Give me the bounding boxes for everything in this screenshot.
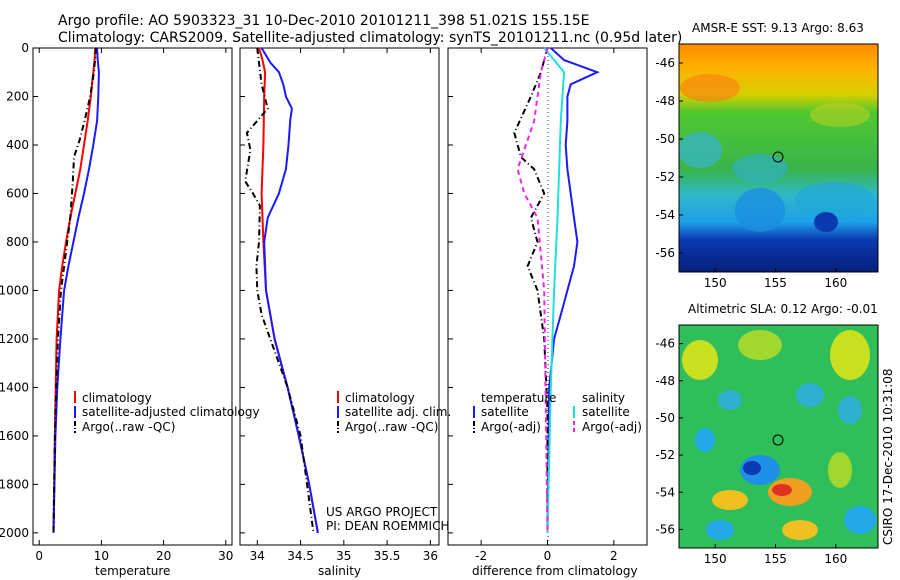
map-y-tick-label: -48	[655, 94, 675, 108]
difference-x-axis: -2 0 2	[475, 48, 618, 563]
map-x-tick-label: 155	[764, 276, 787, 290]
y-tick-label: 2000	[0, 526, 29, 540]
figure-title-line2: Climatology: CARS2009. Satellite-adjuste…	[58, 30, 682, 46]
legend-label-diff-temp-argo: Argo(-adj)	[481, 420, 541, 434]
salinity-x-label: salinity	[318, 564, 361, 578]
sst-map-frame	[678, 43, 879, 273]
legend-label-sal-satellite: satellite adj. clim.	[345, 405, 451, 419]
map-x-tick-label: 155	[764, 552, 787, 566]
series-line-temperature-satellite	[546, 47, 600, 533]
map-y-tick-label: -54	[655, 208, 675, 222]
x-tick-label: 34	[250, 549, 265, 563]
series-line-temperature-argo-adj-	[513, 47, 549, 533]
legend-label-satellite-adjusted: satellite-adjusted climatology	[82, 405, 260, 419]
depth-axis: 0 200 400 600 800 1000 1200 1400 1600 1800 2000	[0, 41, 453, 540]
map-x-tick-label: 150	[704, 276, 727, 290]
pi-annotation: PI: DEAN ROEMMICH	[326, 519, 449, 533]
figure-title-line1: Argo profile: AO 5903323_31 10-Dec-2010 …	[58, 13, 589, 29]
map-x-tick-label: 160	[824, 552, 847, 566]
map-x-tick-label: 150	[704, 552, 727, 566]
series-line-argo-raw-qc-	[244, 47, 315, 534]
y-tick-label: 800	[6, 235, 29, 249]
y-tick-label: 1000	[0, 283, 29, 297]
sst-map-image	[679, 44, 878, 272]
map-x-tick-label: 160	[824, 276, 847, 290]
y-tick-label: 1400	[0, 380, 29, 394]
series-line-salinity-argo-adj-	[516, 47, 549, 533]
temperature-legend: climatology satellite-adjusted climatolo…	[74, 391, 260, 434]
legend-label-argo: Argo(..raw -QC)	[82, 420, 175, 434]
map-y-tick-label: -56	[655, 246, 675, 260]
x-tick-label: 2	[610, 549, 618, 563]
difference-x-label: difference from climatology	[472, 564, 638, 578]
y-tick-label: 1600	[0, 429, 29, 443]
legend-label-sal-argo: Argo(..raw -QC)	[345, 420, 438, 434]
x-tick-label: 35	[336, 549, 351, 563]
csiro-timestamp: CSIRO 17-Dec-2010 10:31:08	[881, 368, 895, 545]
sst-profile-location-marker	[772, 151, 784, 163]
series-line-salinity-satellite	[543, 47, 566, 533]
series-line-satellite-adjusted-climatology	[52, 47, 100, 533]
y-tick-label: 400	[6, 138, 29, 152]
series-line-argo-raw-qc-	[52, 47, 97, 533]
salinity-axes	[239, 47, 440, 546]
y-tick-label: 600	[6, 186, 29, 200]
x-tick-label: 35.5	[374, 549, 401, 563]
x-tick-label: 30	[218, 549, 233, 563]
sst-map-title: AMSR-E SST: 9.13 Argo: 8.63	[692, 21, 864, 35]
map-y-tick-label: -52	[655, 170, 675, 184]
temperature-axes	[32, 47, 233, 546]
x-tick-label: 34.5	[287, 549, 314, 563]
difference-series	[513, 47, 600, 533]
project-annotation: US ARGO PROJECT	[326, 505, 438, 519]
map-y-tick-label: -46	[655, 56, 675, 70]
map-y-tick-label: -56	[655, 522, 675, 536]
legend-title-temperature: temperature	[481, 391, 556, 405]
map-y-tick-label: -50	[655, 411, 675, 425]
y-tick-label: 200	[6, 89, 29, 103]
y-tick-label: 1800	[0, 477, 29, 491]
legend-label-diff-sal-satellite: satellite	[582, 405, 630, 419]
y-tick-label: 1200	[0, 332, 29, 346]
sla-profile-location-marker	[772, 434, 784, 446]
difference-legend: temperature salinity satellite Argo(-adj…	[473, 391, 642, 434]
salinity-legend: climatology satellite adj. clim. Argo(..…	[337, 391, 451, 434]
sla-map-axes: 150 155 160 -46 -48 -50 -52 -54 -56	[655, 337, 847, 566]
map-y-tick-label: -50	[655, 132, 675, 146]
map-y-tick-label: -54	[655, 485, 675, 499]
x-tick-label: 20	[156, 549, 171, 563]
legend-title-salinity: salinity	[582, 391, 625, 405]
series-line-climatology	[52, 47, 97, 533]
series-line-satellite-adj-clim-	[260, 47, 319, 534]
temperature-x-axis: 0 10 20 30	[35, 48, 233, 563]
temperature-x-label: temperature	[95, 564, 170, 578]
salinity-x-axis: 34 34.5 35 35.5 36	[250, 48, 438, 563]
map-y-tick-label: -52	[655, 448, 675, 462]
sla-map-image	[679, 325, 878, 548]
series-line-climatology	[258, 47, 319, 534]
sla-map-frame	[678, 324, 879, 549]
x-tick-label: -2	[475, 549, 487, 563]
x-tick-label: 10	[94, 549, 109, 563]
legend-label-sal-climatology: climatology	[345, 391, 415, 405]
map-y-tick-label: -46	[655, 337, 675, 351]
temperature-series	[52, 47, 100, 533]
legend-label-diff-sal-argo: Argo(-adj)	[582, 420, 642, 434]
map-y-tick-label: -48	[655, 374, 675, 388]
x-tick-label: 0	[35, 549, 43, 563]
legend-label-diff-temp-satellite: satellite	[481, 405, 529, 419]
sst-map-axes: 150 155 160 -46 -48 -50 -52 -54 -56	[655, 56, 847, 290]
x-tick-label: 0	[544, 549, 552, 563]
y-tick-label: 0	[21, 41, 29, 55]
sla-map-title: Altimetric SLA: 0.12 Argo: -0.01	[688, 302, 878, 316]
salinity-series	[244, 47, 319, 534]
legend-label-climatology: climatology	[82, 391, 152, 405]
x-tick-label: 36	[423, 549, 438, 563]
